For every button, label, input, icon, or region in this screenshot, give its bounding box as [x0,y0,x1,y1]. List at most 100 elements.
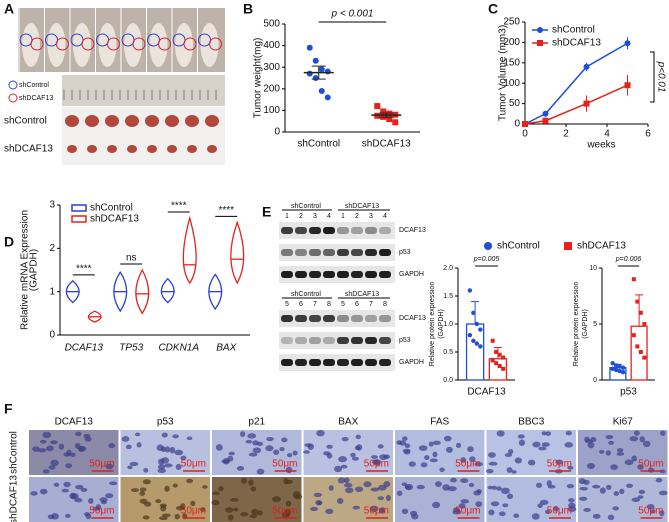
nucleus [402,448,411,453]
nucleus [232,507,239,512]
nucleus [139,487,147,492]
nucleus [418,445,428,451]
y-tick-label: 250 [503,17,520,28]
tumor-ring [30,37,44,51]
nucleus [619,488,625,495]
tissue-image [29,430,119,475]
nucleus [399,440,407,446]
legend-label: shDCAF13 [552,38,601,49]
nucleus [323,451,331,456]
nucleus [281,511,291,518]
point [374,103,381,110]
band [309,315,321,322]
column-label: Ki67 [613,417,633,428]
tumor-ring [183,37,197,51]
nucleus [48,465,56,470]
nucleus [443,435,452,442]
nucleus [225,507,234,513]
violin [208,273,223,311]
nucleus [646,503,655,510]
scale-label: 50μm [272,459,297,470]
nucleus [624,459,634,466]
x-tick-label: CDKN1A [158,343,199,354]
significance: ns [126,253,137,264]
nucleus [42,469,50,474]
nucleus [432,501,441,509]
nucleus [491,485,498,490]
nucleus [355,486,364,493]
nucleus [164,463,173,468]
y-tick-label: 150 [503,57,520,68]
nucleus [567,506,577,512]
nucleus [506,467,513,473]
scale-label: 50μm [364,459,389,470]
protein-label: DCAF13 [399,227,426,234]
group-label: shControl [291,291,321,298]
nucleus [39,488,48,495]
tumor-photo [62,107,225,165]
nucleus [164,446,171,453]
scale-label: 50μm [181,459,206,470]
nucleus [286,453,293,458]
marker [624,40,631,47]
x-tick-label: 2 [563,129,569,140]
nucleus [566,484,575,489]
nucleus [642,440,651,448]
nucleus [142,515,150,520]
nucleus [402,436,408,441]
tumor-ring [56,37,69,51]
nucleus [310,506,319,512]
marker [542,117,549,124]
marker [583,100,590,107]
nucleus [63,452,71,457]
series-line [524,84,628,125]
nucleus [127,465,133,470]
point [638,350,643,354]
nucleus [432,451,438,458]
tumor [65,115,79,127]
point [501,355,506,360]
nucleus [215,444,223,451]
nucleus [565,430,572,436]
y-axis-label: (GAPDH) [438,309,445,339]
nucleus [61,488,69,493]
nucleus [355,434,361,440]
band [323,337,335,344]
nucleus [236,466,245,471]
nucleus [99,497,108,503]
nucleus [125,444,132,450]
nucleus [211,499,220,506]
protein-label: p53 [399,337,411,344]
tumor [147,145,157,153]
nucleus [202,485,208,489]
nucleus [134,432,141,437]
tumor [167,145,177,153]
point [631,333,636,338]
protein-label: GAPDH [399,271,424,278]
point [478,344,483,349]
band [281,337,293,344]
y-tick-label: 0.0 [443,377,453,384]
bar [465,323,485,381]
nucleus [496,430,505,437]
nucleus [474,462,484,467]
nucleus [159,516,168,521]
tumor [187,145,197,153]
photo-divider [95,8,96,72]
nucleus [345,487,354,494]
nucleus [605,484,612,490]
nucleus [53,482,60,487]
annotation: p=0.005 [473,256,500,263]
band [295,359,307,366]
nucleus [370,487,380,492]
band [337,359,349,366]
nucleus [518,439,526,446]
nucleus [616,448,624,453]
tumor-ring [209,37,222,51]
band [337,271,349,278]
nucleus [452,507,460,513]
nucleus [583,508,592,512]
y-tick-label: 400 [263,40,280,51]
nucleus [592,484,601,489]
